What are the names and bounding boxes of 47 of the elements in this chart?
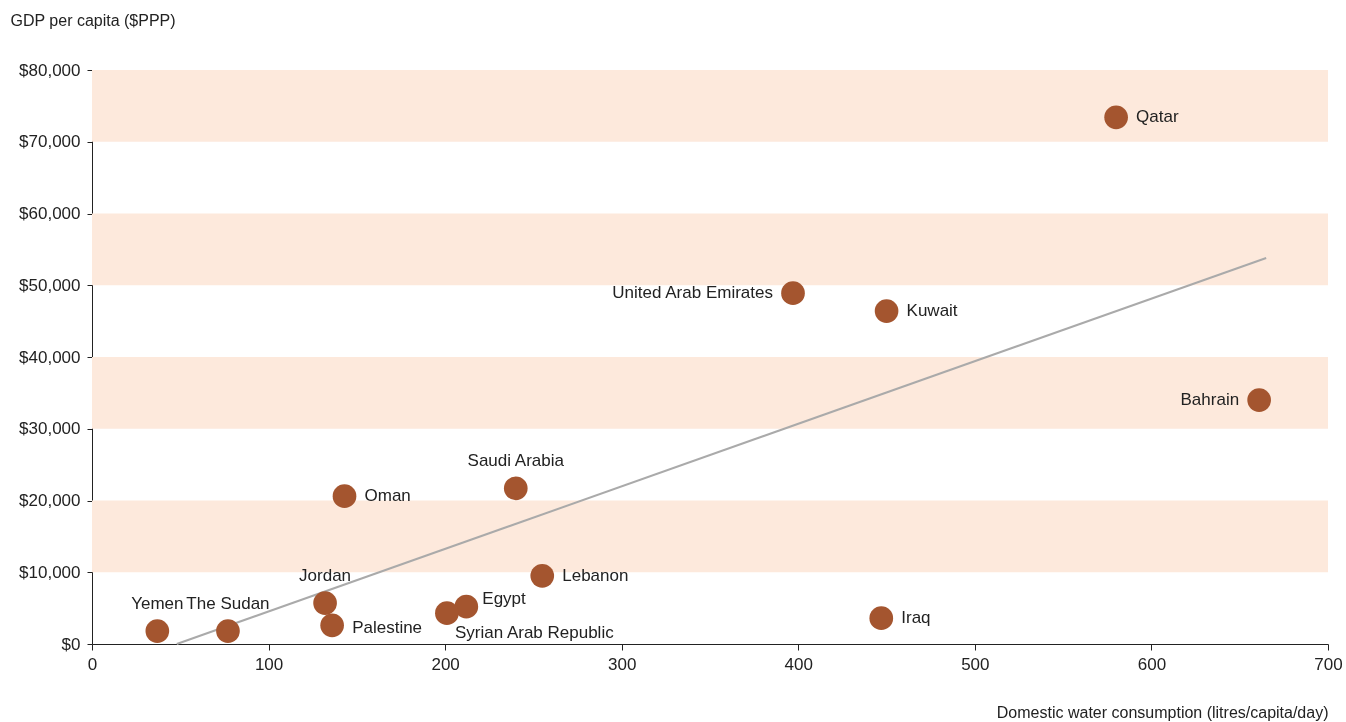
point [874,299,899,323]
x-tick-label: 200 [431,654,460,674]
annotation: Oman [364,486,411,506]
y-tick-label: $20,000 [19,491,81,510]
annotation: Syrian Arab Republic [454,623,615,643]
point [1247,388,1271,412]
y-tick-label: $10,000 [19,562,81,582]
y-tick-label: $40,000 [19,347,81,367]
y-axis-title: GDP per capita ($PPP) [10,11,176,29]
x-tick-label: 600 [1137,654,1167,674]
x-tick-label: 100 [254,654,284,674]
y-tick-label: $60,000 [19,204,81,223]
annotation: Bahrain [1180,390,1240,410]
y-tick-label: $80,000 [19,60,81,80]
point [313,591,337,615]
y-tick-label: $30,000 [19,419,81,439]
annotation: Saudi Arabia [467,451,565,471]
point [869,606,894,630]
x-axis-title: Domestic water consumption (litres/capita/day) [996,703,1329,721]
point [503,476,528,501]
x-tick-label: 0 [87,654,98,674]
annotation: Iraq [901,608,931,628]
annotation: Egypt [482,588,527,608]
point [435,601,459,625]
point [320,613,344,638]
annotation: United Arab Emirates [612,283,773,303]
point [530,564,555,588]
point [454,594,479,619]
x-tick-label: 400 [784,654,813,674]
y-tick-label: $0 [61,634,81,654]
x-tick-label: 500 [961,654,990,674]
annotation: Yemen [131,594,184,614]
annotation: Lebanon [562,565,629,585]
point [781,281,805,305]
point [216,619,240,643]
point [1104,105,1128,130]
annotation: Qatar [1136,107,1179,127]
annotation: Kuwait [906,301,958,321]
annotation: Palestine [352,618,423,638]
annotation: Jordan [299,566,352,586]
y-tick-label: $50,000 [19,275,81,295]
y-tick-label: $70,000 [19,132,81,152]
point [332,484,357,508]
x-tick-label: 700 [1314,654,1343,674]
point [145,619,170,643]
annotation: The Sudan [186,594,270,614]
x-tick-label: 300 [608,654,637,674]
